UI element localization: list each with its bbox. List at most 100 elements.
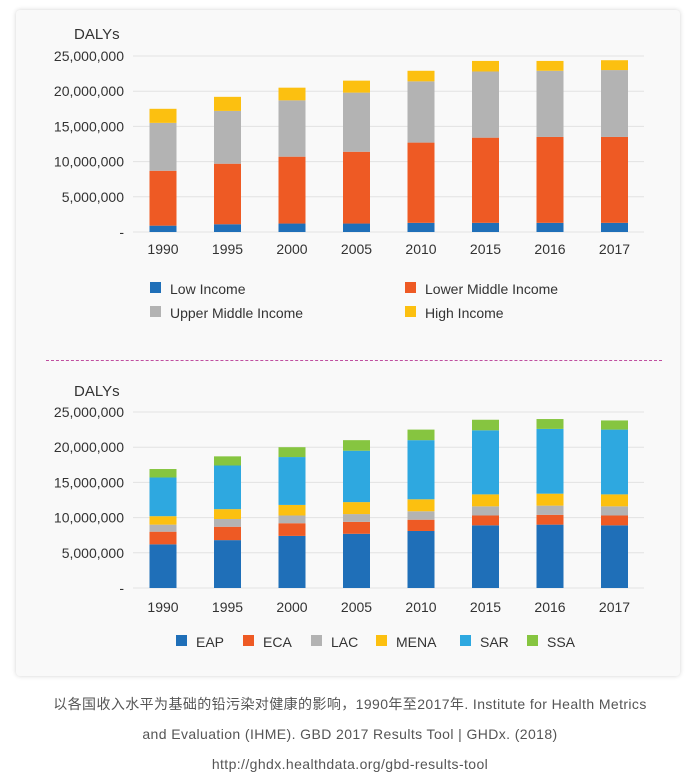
bar-segment-eap-1990 <box>149 544 177 588</box>
bar-segment-lower-middle-income-1995 <box>214 163 241 225</box>
figure-card: DALYs - 5,000,000 10,000,000 15,000,000 20,00… <box>16 10 680 676</box>
x-tick-label: 2016 <box>534 599 565 615</box>
bar-segment-ssa-2010 <box>407 429 435 441</box>
bar-segment-lac-2005 <box>343 514 370 522</box>
bar-segment-lower-middle-income-2016 <box>536 136 564 223</box>
bar-segment-ssa-2015 <box>472 419 499 431</box>
bar-segment-upper-middle-income-2017 <box>601 70 628 137</box>
bar-segment-eca-2017 <box>601 515 628 526</box>
legend-swatch-sar <box>460 635 471 646</box>
bar-segment-eap-1995 <box>214 540 241 588</box>
bar-segment-sar-2000 <box>278 457 306 505</box>
y-tick-label: 5,000,000 <box>62 189 124 205</box>
caption-line-3: http://ghdx.healthdata.org/gbd-results-t… <box>211 756 489 772</box>
bar-segment-ssa-1995 <box>214 456 241 466</box>
bar-segment-sar-2016 <box>536 428 564 494</box>
bar-segment-sar-2005 <box>343 450 370 503</box>
x-tick-label: 2015 <box>470 241 501 257</box>
bar-segment-mena-1990 <box>149 516 177 525</box>
legend-label: High Income <box>425 305 504 321</box>
x-tick-label: 2017 <box>599 599 630 615</box>
y-tick-label: 5,000,000 <box>62 545 124 561</box>
bar-segment-mena-2005 <box>343 502 370 515</box>
y-axis-title: DALYs <box>74 26 120 43</box>
x-tick-label: 2016 <box>534 241 565 257</box>
bar-segment-upper-middle-income-2000 <box>278 100 306 157</box>
bar-segment-ssa-2005 <box>343 440 370 451</box>
legend-label: Low Income <box>170 281 246 297</box>
bar-segment-lac-2017 <box>601 506 628 516</box>
bar-segment-low-income-2010 <box>407 222 435 232</box>
x-tick-label: 2000 <box>276 599 307 615</box>
legend-label: LAC <box>331 634 358 650</box>
bar-segment-low-income-1990 <box>149 225 177 232</box>
x-tick-label: 2005 <box>341 599 372 615</box>
x-tick-label: 1995 <box>212 241 243 257</box>
legend-swatch-eap <box>176 635 187 646</box>
bar-segment-high-income-2015 <box>472 60 499 72</box>
legend-label: EAP <box>196 634 224 650</box>
legend-label: SAR <box>480 634 509 650</box>
bar-segment-sar-2017 <box>601 429 628 495</box>
bar-segment-upper-middle-income-2005 <box>343 92 370 152</box>
bar-segment-lac-2016 <box>536 505 564 515</box>
bar-segment-lac-2010 <box>407 511 435 520</box>
legend-swatch-mena <box>376 635 387 646</box>
bar-segment-lower-middle-income-2000 <box>278 156 306 224</box>
legend-swatch-ssa <box>527 635 538 646</box>
y-axis-title: DALYs <box>74 383 120 400</box>
bar-segment-lower-middle-income-2005 <box>343 151 370 224</box>
bar-segment-ssa-2000 <box>278 447 306 458</box>
bar-segment-ssa-2016 <box>536 419 564 429</box>
bar-segment-lower-middle-income-2015 <box>472 137 499 223</box>
bar-segment-high-income-2010 <box>407 70 435 82</box>
bar-segment-mena-2017 <box>601 494 628 507</box>
y-tick-label: 25,000,000 <box>54 404 124 420</box>
x-tick-label: 1990 <box>147 599 178 615</box>
legend-label: SSA <box>547 634 576 650</box>
x-tick-label: 2017 <box>599 241 630 257</box>
caption-line-2: and Evaluation (IHME). GBD 2017 Results … <box>142 726 558 742</box>
bar-segment-sar-2010 <box>407 440 435 500</box>
legend-swatch-lac <box>311 635 322 646</box>
legend-swatch-lower-middle-income <box>405 282 416 293</box>
bar-segment-mena-1995 <box>214 509 241 520</box>
x-tick-label: 2000 <box>276 241 307 257</box>
bar-segment-high-income-2017 <box>601 60 628 71</box>
bar-segment-eap-2016 <box>536 524 564 588</box>
y-tick-label: 15,000,000 <box>54 474 124 490</box>
bar-segment-lower-middle-income-2010 <box>407 142 435 223</box>
bar-segment-upper-middle-income-1995 <box>214 110 241 164</box>
legend-swatch-upper-middle-income <box>150 306 161 317</box>
x-tick-label: 1995 <box>212 599 243 615</box>
bar-segment-eca-2005 <box>343 521 370 534</box>
bar-segment-eca-1995 <box>214 526 241 541</box>
bar-segment-eca-2000 <box>278 523 306 536</box>
bar-segment-eap-2005 <box>343 533 370 588</box>
bar-segment-mena-2010 <box>407 499 435 512</box>
bar-segment-lac-2000 <box>278 515 306 524</box>
y-tick-label: - <box>119 580 124 596</box>
x-tick-label: 2015 <box>470 599 501 615</box>
bar-segment-high-income-2016 <box>536 60 564 71</box>
bar-segment-ssa-1990 <box>149 469 177 478</box>
x-tick-label: 2010 <box>405 599 436 615</box>
bar-segment-eca-2010 <box>407 519 435 531</box>
legend-label: Upper Middle Income <box>170 305 303 321</box>
bar-segment-ssa-2017 <box>601 420 628 430</box>
x-tick-label: 2010 <box>405 241 436 257</box>
charts-canvas: DALYs - 5,000,000 10,000,000 15,000,000 20,00… <box>54 26 644 650</box>
bar-segment-low-income-2017 <box>601 222 628 232</box>
bar-segment-upper-middle-income-1990 <box>149 122 177 171</box>
bar-segment-high-income-1995 <box>214 96 241 111</box>
bar-segment-mena-2000 <box>278 504 306 516</box>
x-tick-label: 2005 <box>341 241 372 257</box>
chart-2: DALYs - 5,000,000 10,000,000 15,000,000 20,00… <box>54 383 644 650</box>
bar-segment-sar-1990 <box>149 477 177 517</box>
y-tick-label: 20,000,000 <box>54 439 124 455</box>
bar-segment-low-income-1995 <box>214 224 241 232</box>
y-tick-label: - <box>119 224 124 240</box>
bar-segment-high-income-2005 <box>343 80 370 93</box>
legend-label: ECA <box>263 634 292 650</box>
chart-divider <box>46 360 662 361</box>
